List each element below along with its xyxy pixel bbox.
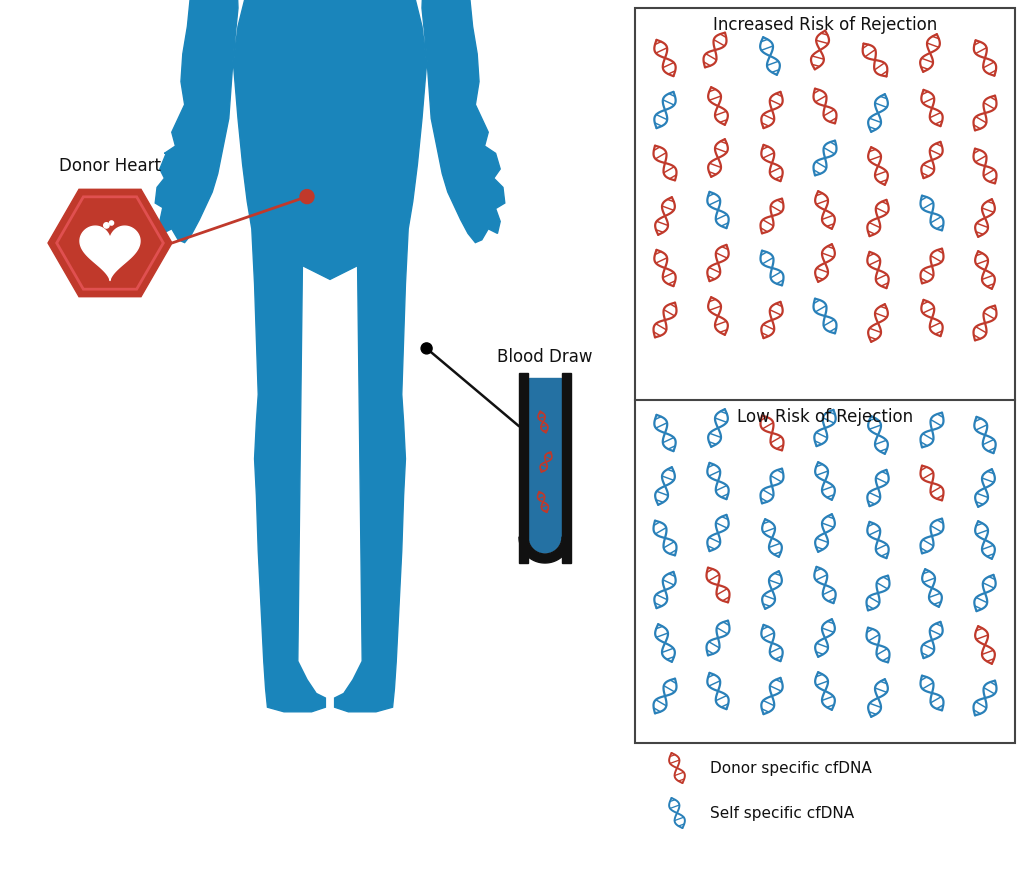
- Polygon shape: [529, 537, 561, 553]
- Circle shape: [110, 221, 114, 226]
- Text: Donor Heart: Donor Heart: [59, 157, 161, 175]
- Bar: [635, 9, 1015, 743]
- Polygon shape: [156, 0, 505, 712]
- Text: Low Risk of Rejection: Low Risk of Rejection: [737, 407, 913, 426]
- Bar: [562, 373, 571, 564]
- Text: Blood Draw: Blood Draw: [498, 348, 593, 365]
- Bar: [529, 378, 561, 538]
- Circle shape: [300, 191, 314, 205]
- Text: Self specific cfDNA: Self specific cfDNA: [710, 806, 854, 821]
- Bar: [519, 373, 528, 564]
- Polygon shape: [80, 227, 140, 281]
- Text: Increased Risk of Rejection: Increased Risk of Rejection: [713, 16, 937, 34]
- Circle shape: [103, 223, 110, 229]
- Polygon shape: [519, 537, 571, 564]
- Polygon shape: [48, 191, 172, 298]
- Circle shape: [421, 343, 432, 355]
- Text: Donor specific cfDNA: Donor specific cfDNA: [710, 760, 871, 775]
